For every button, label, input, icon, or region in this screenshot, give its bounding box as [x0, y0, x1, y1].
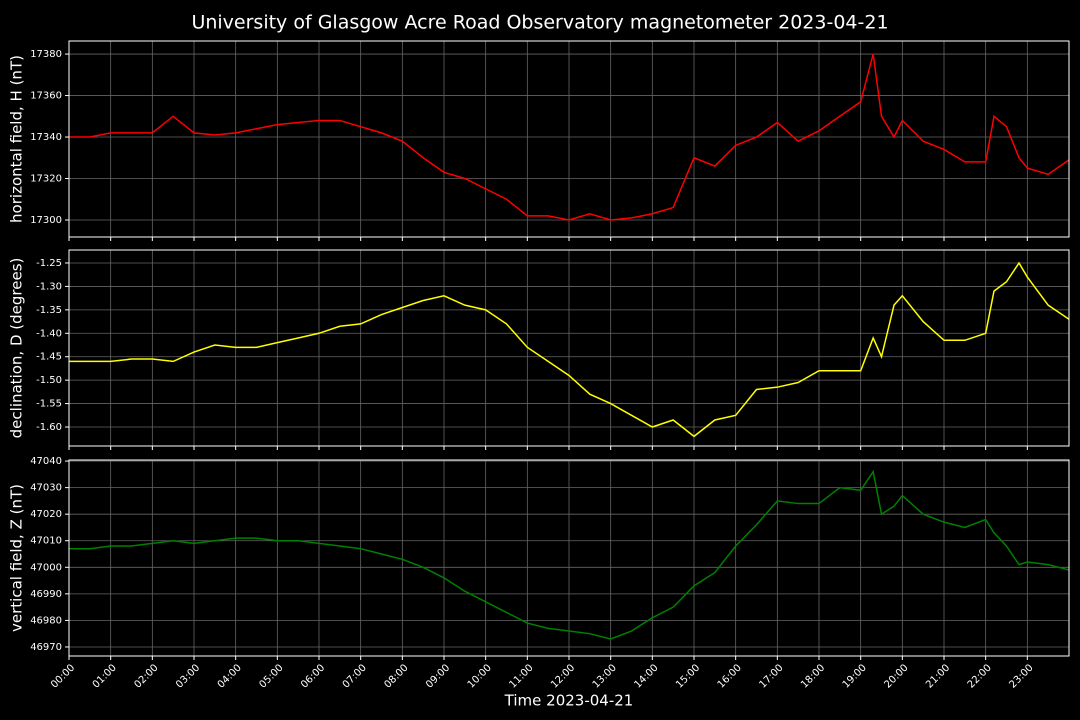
panel-frame	[68, 40, 1070, 238]
x-tick-label: 15:00	[674, 662, 702, 690]
x-tick-label: 09:00	[424, 662, 452, 690]
x-tick-label: 01:00	[91, 662, 119, 690]
y-tick-label: 17300	[30, 215, 62, 226]
y-tick-label: -1.45	[36, 352, 62, 363]
y-axis-label: vertical field, Z (nT)	[8, 484, 26, 632]
y-tick-label: -1.50	[36, 375, 62, 386]
y-tick-label: 47010	[30, 536, 62, 547]
x-tick-label: 04:00	[216, 662, 244, 690]
data-line	[69, 53, 1070, 221]
y-axis-label: horizontal field, H (nT)	[8, 55, 26, 223]
x-tick-label: 05:00	[257, 662, 285, 690]
y-tick-label: 17340	[30, 132, 62, 143]
data-line	[69, 261, 1070, 438]
x-tick-label: 00:00	[49, 662, 77, 690]
y-tick-label: 46990	[30, 589, 62, 600]
x-tick-label: 13:00	[591, 662, 619, 690]
y-tick-label: -1.40	[36, 328, 62, 339]
y-tick-label: 47000	[30, 562, 62, 573]
x-tick-label: 19:00	[841, 662, 869, 690]
x-tick-label: 23:00	[1007, 662, 1035, 690]
x-tick-label: 21:00	[924, 662, 952, 690]
x-tick-label: 20:00	[882, 662, 910, 690]
y-tick-label: -1.60	[36, 422, 62, 433]
y-tick-label: -1.55	[36, 399, 62, 410]
x-axis-label: Time 2023-04-21	[504, 692, 634, 710]
x-tick-label: 03:00	[174, 662, 202, 690]
x-tick-label: 12:00	[549, 662, 577, 690]
x-tick-label: 10:00	[466, 662, 494, 690]
x-tick-label: 08:00	[382, 662, 410, 690]
y-tick-label: 17320	[30, 174, 62, 185]
y-tick-label: 47030	[30, 483, 62, 494]
y-tick-label: -1.25	[36, 258, 62, 269]
x-tick-label: 06:00	[299, 662, 327, 690]
x-tick-label: 11:00	[507, 662, 535, 690]
x-tick-label: 16:00	[716, 662, 744, 690]
y-tick-label: -1.30	[36, 281, 62, 292]
x-tick-label: 22:00	[966, 662, 994, 690]
x-tick-label: 17:00	[757, 662, 785, 690]
x-tick-label: 02:00	[132, 662, 160, 690]
y-tick-label: 46970	[30, 642, 62, 653]
x-tick-label: 07:00	[341, 662, 369, 690]
y-axis-label: declination, D (degrees)	[8, 258, 26, 439]
y-tick-label: 17360	[30, 91, 62, 102]
y-tick-label: 46980	[30, 615, 62, 626]
y-tick-label: 47020	[30, 509, 62, 520]
panel-frame	[68, 249, 1070, 447]
y-tick-label: 17380	[30, 49, 62, 60]
y-tick-label: 47040	[30, 456, 62, 467]
data-line	[69, 469, 1070, 640]
panel-frame	[68, 459, 1070, 657]
chart-title: University of Glasgow Acre Road Observat…	[191, 12, 888, 34]
x-tick-label: 18:00	[799, 662, 827, 690]
y-tick-label: -1.35	[36, 305, 62, 316]
x-tick-label: 14:00	[632, 662, 660, 690]
